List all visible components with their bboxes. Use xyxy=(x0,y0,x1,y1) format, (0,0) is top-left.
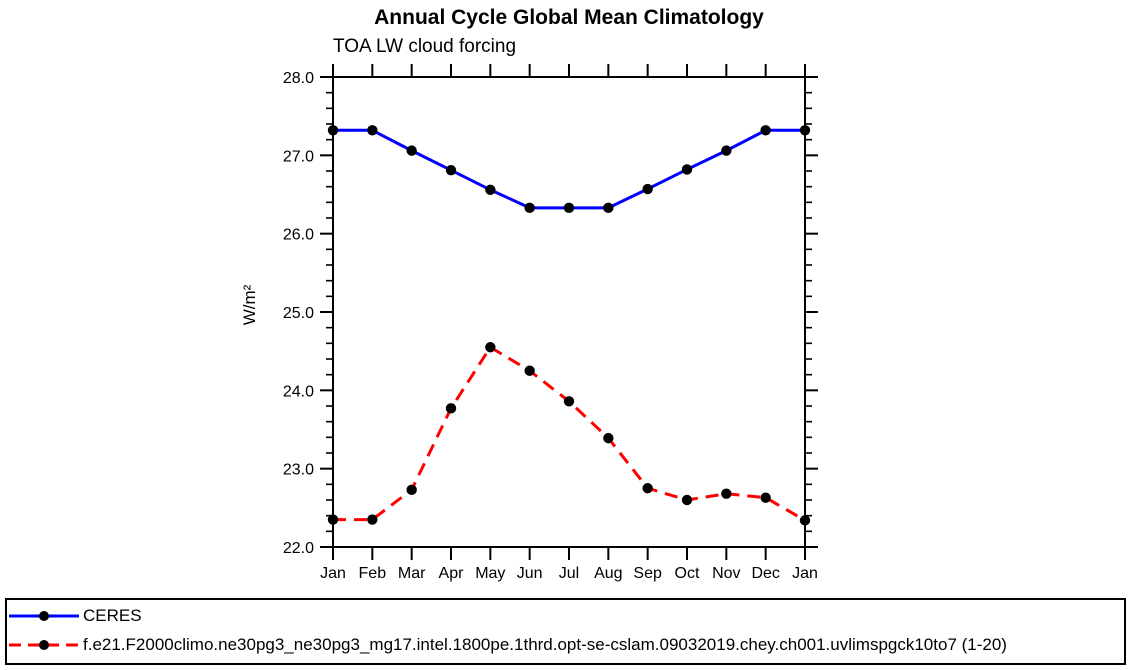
legend-item-ceres: CERES xyxy=(7,602,1124,629)
x-tick-label: Apr xyxy=(439,565,465,582)
data-point-marker xyxy=(563,396,575,407)
data-point-marker xyxy=(327,514,339,525)
x-tick-label: Jan xyxy=(792,565,818,582)
data-point-marker xyxy=(563,202,575,214)
data-point-marker xyxy=(367,514,378,525)
data-point-marker xyxy=(760,492,771,503)
legend-marker-sample xyxy=(39,610,49,621)
y-tick-label: 22.0 xyxy=(283,540,314,557)
x-tick-label: Jul xyxy=(559,565,579,582)
data-point-marker xyxy=(485,342,496,353)
data-point-marker xyxy=(327,125,339,136)
data-point-marker xyxy=(721,488,732,499)
x-tick-label: Feb xyxy=(359,565,387,582)
x-tick-label: Nov xyxy=(712,565,740,582)
x-tick-label: Sep xyxy=(633,565,662,582)
data-point-marker xyxy=(367,125,378,136)
x-tick-label: Dec xyxy=(751,565,779,582)
chart-subtitle: TOA LW cloud forcing xyxy=(333,36,517,57)
x-tick-label: Jun xyxy=(517,565,543,582)
legend-label-ceres: CERES xyxy=(83,605,142,625)
data-point-marker xyxy=(524,365,535,376)
data-point-marker xyxy=(603,432,614,444)
x-tick-label: Mar xyxy=(398,565,426,582)
x-tick-label: Oct xyxy=(675,565,700,582)
y-tick-label: 27.0 xyxy=(283,148,314,165)
y-tick-label: 28.0 xyxy=(283,70,314,87)
data-point-marker xyxy=(603,202,614,214)
data-point-marker xyxy=(406,484,417,496)
data-point-marker xyxy=(445,403,457,414)
y-tick-label: 23.0 xyxy=(283,462,314,479)
data-point-marker xyxy=(799,125,811,136)
legend-item-model: f.e21.F2000climo.ne30pg3_ne30pg3_mg17.in… xyxy=(7,631,1124,658)
y-tick-label: 26.0 xyxy=(283,227,314,244)
series-line-0 xyxy=(333,128,805,210)
legend-marker-sample xyxy=(39,639,49,650)
data-point-marker xyxy=(445,165,457,176)
data-point-marker xyxy=(799,515,811,526)
y-tick-label: 25.0 xyxy=(283,305,314,322)
chart-title: Annual Cycle Global Mean Climatology xyxy=(374,6,764,29)
legend-swatch-ceres xyxy=(9,610,79,621)
series-line-1 xyxy=(333,345,806,522)
data-point-marker xyxy=(406,145,417,156)
x-tick-label: May xyxy=(475,565,505,582)
data-point-marker xyxy=(642,483,653,494)
data-point-marker xyxy=(642,183,653,195)
legend-label-model: f.e21.F2000climo.ne30pg3_ne30pg3_mg17.in… xyxy=(83,634,1007,654)
data-point-marker xyxy=(721,145,732,156)
legend: CERES f.e21.F2000climo.ne30pg3_ne30pg3_m… xyxy=(5,598,1126,665)
data-point-marker xyxy=(681,494,693,506)
x-tick-label: Jan xyxy=(320,565,346,582)
data-point-marker xyxy=(760,125,771,136)
legend-swatch-model xyxy=(9,639,79,650)
data-point-marker xyxy=(681,164,693,175)
data-point-marker xyxy=(485,184,496,195)
data-point-marker xyxy=(524,202,535,214)
plot-svg: Jan Feb Mar Apr May Jun Jul Aug Sep Oct Nov Dec Jan 2… xyxy=(283,64,818,582)
y-tick-label: 24.0 xyxy=(283,383,314,400)
x-tick-label: Aug xyxy=(594,565,622,582)
